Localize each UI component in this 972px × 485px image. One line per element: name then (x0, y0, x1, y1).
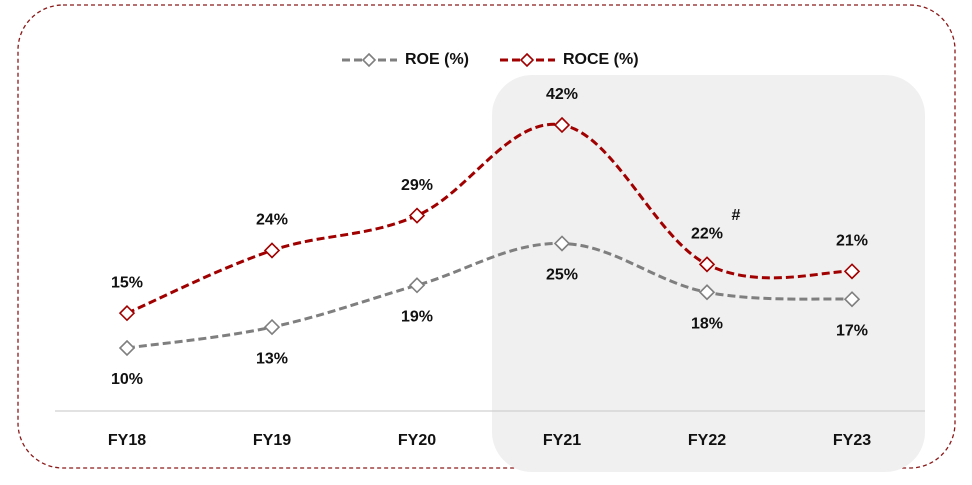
data-label: 15% (111, 274, 143, 291)
marker (118, 339, 136, 357)
highlight-panel (492, 75, 925, 472)
data-label: 29% (401, 177, 433, 194)
legend-label: ROCE (%) (563, 51, 639, 68)
marker (553, 235, 571, 252)
marker (843, 291, 861, 308)
data-label: 17% (836, 322, 868, 339)
annotation: # (732, 207, 741, 224)
x-tick-label: FY18 (108, 432, 146, 449)
marker (698, 284, 716, 301)
marker (118, 305, 136, 322)
marker (408, 277, 426, 294)
data-label: 25% (546, 267, 578, 284)
data-label: 22% (691, 226, 723, 243)
data-label: 21% (836, 233, 868, 250)
data-label: 42% (546, 86, 578, 103)
marker (843, 263, 861, 280)
line (126, 122, 853, 315)
x-tick-label: FY20 (398, 432, 436, 449)
legend-marker (361, 52, 377, 68)
marker (698, 256, 716, 273)
data-label: 19% (401, 309, 433, 326)
line (126, 241, 853, 350)
legend-marker (519, 52, 535, 68)
data-label: 18% (691, 315, 723, 332)
marker (408, 207, 426, 224)
data-label: 24% (256, 212, 288, 229)
data-label: 13% (256, 350, 288, 367)
frame (17, 4, 956, 469)
marker (553, 116, 571, 134)
x-tick-label: FY21 (543, 432, 581, 449)
legend-label: ROE (%) (405, 51, 469, 68)
x-tick-label: FY19 (253, 432, 291, 449)
x-tick-label: FY22 (688, 432, 726, 449)
data-label: 10% (111, 371, 143, 388)
x-tick-label: FY23 (833, 432, 871, 449)
marker (263, 318, 281, 336)
marker (263, 242, 281, 259)
